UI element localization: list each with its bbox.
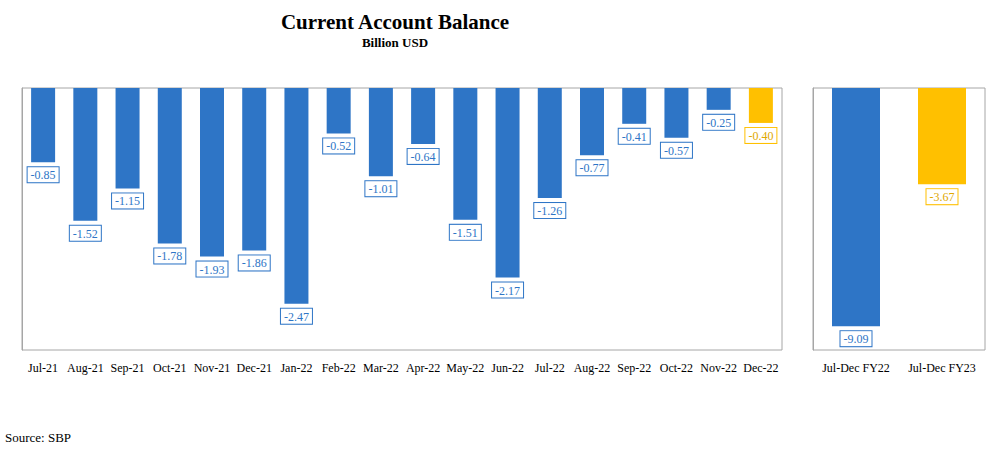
svg-text:-0.77: -0.77 — [580, 161, 605, 175]
svg-text:-1.15: -1.15 — [115, 194, 140, 208]
svg-text:May-22: May-22 — [446, 361, 484, 375]
svg-text:Nov-21: Nov-21 — [194, 361, 231, 375]
svg-text:-1.93: -1.93 — [200, 263, 225, 277]
svg-text:Aug-21: Aug-21 — [67, 361, 104, 375]
svg-text:Jun-22: Jun-22 — [491, 361, 524, 375]
svg-text:-0.40: -0.40 — [748, 129, 773, 143]
svg-text:Source: SBP: Source: SBP — [5, 430, 71, 445]
svg-text:-2.17: -2.17 — [495, 284, 520, 298]
svg-text:-1.52: -1.52 — [73, 227, 98, 241]
svg-text:Current Account Balance: Current Account Balance — [281, 10, 509, 34]
svg-text:-0.25: -0.25 — [706, 116, 731, 130]
svg-text:Mar-22: Mar-22 — [363, 361, 399, 375]
svg-text:Nov-22: Nov-22 — [700, 361, 737, 375]
svg-text:-0.85: -0.85 — [31, 168, 56, 182]
svg-text:Aug-22: Aug-22 — [574, 361, 611, 375]
svg-text:Feb-22: Feb-22 — [322, 361, 356, 375]
svg-text:Jul-21: Jul-21 — [28, 361, 58, 375]
svg-text:-9.09: -9.09 — [844, 332, 869, 346]
svg-text:-1.01: -1.01 — [368, 182, 393, 196]
svg-text:Billion USD: Billion USD — [362, 35, 428, 50]
svg-text:Sep-21: Sep-21 — [111, 361, 145, 375]
svg-text:-0.64: -0.64 — [411, 150, 436, 164]
svg-text:Dec-21: Dec-21 — [237, 361, 272, 375]
svg-text:Jul-22: Jul-22 — [535, 361, 565, 375]
svg-text:Oct-22: Oct-22 — [660, 361, 693, 375]
svg-text:Dec-22: Dec-22 — [743, 361, 778, 375]
svg-text:Apr-22: Apr-22 — [406, 361, 440, 375]
svg-text:-2.47: -2.47 — [284, 310, 309, 324]
svg-text:Jul-Dec FY23: Jul-Dec FY23 — [908, 361, 976, 375]
svg-text:-3.67: -3.67 — [930, 190, 955, 204]
svg-text:-0.57: -0.57 — [664, 144, 689, 158]
svg-text:Jul-Dec FY22: Jul-Dec FY22 — [822, 361, 890, 375]
svg-text:-0.52: -0.52 — [326, 139, 351, 153]
svg-text:Jan-22: Jan-22 — [280, 361, 312, 375]
svg-text:-0.41: -0.41 — [622, 130, 647, 144]
svg-text:Oct-21: Oct-21 — [153, 361, 186, 375]
svg-text:-1.51: -1.51 — [453, 226, 478, 240]
svg-text:Sep-22: Sep-22 — [617, 361, 651, 375]
svg-text:-1.86: -1.86 — [242, 256, 267, 270]
svg-text:-1.78: -1.78 — [157, 249, 182, 263]
svg-text:-1.26: -1.26 — [537, 204, 562, 218]
